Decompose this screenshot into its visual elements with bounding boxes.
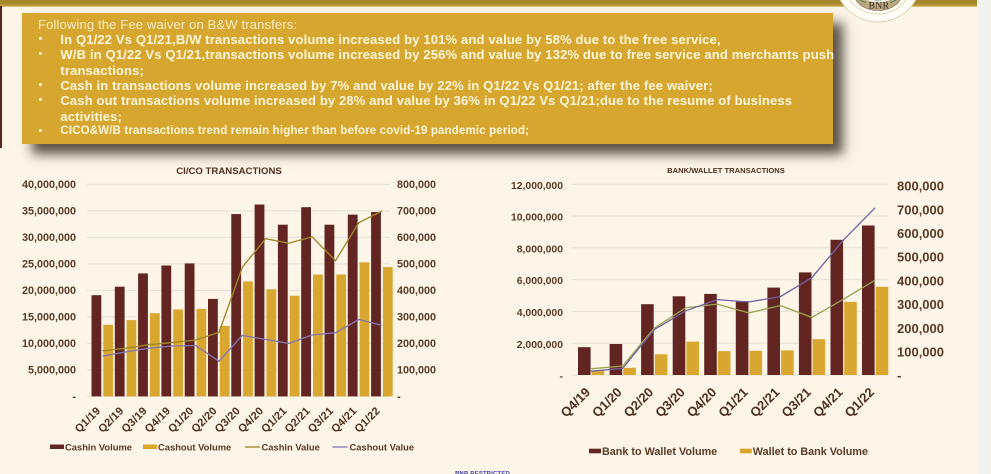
svg-text:300,000: 300,000 (397, 312, 436, 324)
svg-text:Q1/22: Q1/22 (841, 385, 877, 421)
svg-text:-: - (72, 391, 76, 403)
svg-text:Q4/19: Q4/19 (557, 385, 593, 421)
svg-text:Q2/20: Q2/20 (621, 385, 657, 421)
svg-text:2,000,000: 2,000,000 (517, 340, 563, 351)
svg-text:5,000,000: 5,000,000 (28, 365, 76, 377)
svg-text:200,000: 200,000 (397, 338, 436, 350)
svg-text:-: - (897, 368, 901, 383)
svg-text:BANK/WALLET TRANSACTIONS: BANK/WALLET TRANSACTIONS (667, 166, 785, 175)
svg-text:500,000: 500,000 (897, 250, 944, 265)
svg-text:Q3/19: Q3/19 (120, 405, 150, 435)
svg-text:15,000,000: 15,000,000 (22, 312, 76, 324)
svg-text:400,000: 400,000 (397, 285, 436, 297)
svg-text:600,000: 600,000 (897, 226, 944, 241)
svg-text:35,000,000: 35,000,000 (22, 206, 76, 218)
svg-text:Q4/19: Q4/19 (143, 405, 173, 435)
svg-text:Cashin Volume: Cashin Volume (65, 442, 132, 453)
svg-text:12,000,000: 12,000,000 (511, 181, 563, 192)
svg-text:BNR RESTRICTED: BNR RESTRICTED (455, 471, 510, 474)
svg-text:40,000,000: 40,000,000 (22, 179, 76, 191)
svg-text:Q3/21: Q3/21 (306, 405, 336, 435)
svg-text:Q4/20: Q4/20 (236, 405, 266, 435)
svg-text:500,000: 500,000 (397, 259, 436, 271)
svg-text:Q1/21: Q1/21 (715, 385, 751, 421)
svg-text:Q3/20: Q3/20 (213, 405, 243, 435)
svg-text:Q1/20: Q1/20 (589, 385, 625, 421)
svg-text:800,000: 800,000 (897, 179, 944, 194)
svg-text:4,000,000: 4,000,000 (517, 308, 563, 319)
svg-text:300,000: 300,000 (897, 297, 944, 312)
svg-text:Q2/20: Q2/20 (189, 405, 219, 435)
svg-text:Wallet to Bank Volume: Wallet to Bank Volume (753, 446, 868, 458)
svg-text:Q4/20: Q4/20 (684, 385, 720, 421)
svg-text:Cashout Value: Cashout Value (350, 442, 415, 453)
svg-text:Cashout Volume: Cashout Volume (158, 442, 231, 453)
svg-text:700,000: 700,000 (397, 206, 436, 218)
svg-text:800,000: 800,000 (397, 179, 436, 191)
svg-text:25,000,000: 25,000,000 (22, 259, 76, 271)
svg-text:6,000,000: 6,000,000 (517, 276, 563, 287)
svg-text:400,000: 400,000 (897, 273, 944, 288)
svg-text:100,000: 100,000 (397, 365, 436, 377)
svg-text:20,000,000: 20,000,000 (22, 285, 76, 297)
svg-text:Q4/21: Q4/21 (329, 405, 359, 435)
svg-text:700,000: 700,000 (897, 202, 944, 217)
svg-text:200,000: 200,000 (897, 321, 944, 336)
svg-text:Q2/21: Q2/21 (283, 405, 313, 435)
svg-text:Q3/21: Q3/21 (778, 385, 814, 421)
svg-text:Q1/19: Q1/19 (73, 405, 103, 435)
svg-text:Q3/20: Q3/20 (652, 385, 688, 421)
svg-text:Q1/20: Q1/20 (166, 405, 196, 435)
svg-text:10,000,000: 10,000,000 (511, 213, 563, 224)
svg-text:Q2/21: Q2/21 (747, 385, 783, 421)
svg-text:8,000,000: 8,000,000 (517, 244, 563, 255)
svg-text:10,000,000: 10,000,000 (22, 338, 76, 350)
svg-text:CI/CO TRANSACTIONS: CI/CO TRANSACTIONS (176, 166, 282, 177)
svg-text:BNR: BNR (869, 2, 890, 12)
svg-text:Bank to Wallet Volume: Bank to Wallet Volume (602, 446, 717, 458)
svg-text:100,000: 100,000 (897, 345, 944, 360)
svg-text:-: - (560, 372, 564, 383)
svg-text:-: - (397, 391, 401, 403)
svg-text:Q1/21: Q1/21 (259, 405, 289, 435)
svg-text:Q1/22: Q1/22 (353, 405, 383, 435)
svg-text:Cashin Value: Cashin Value (262, 442, 320, 453)
svg-text:Q4/21: Q4/21 (810, 385, 846, 421)
svg-text:600,000: 600,000 (397, 232, 436, 244)
svg-text:30,000,000: 30,000,000 (22, 232, 76, 244)
svg-text:Q2/19: Q2/19 (96, 405, 126, 435)
